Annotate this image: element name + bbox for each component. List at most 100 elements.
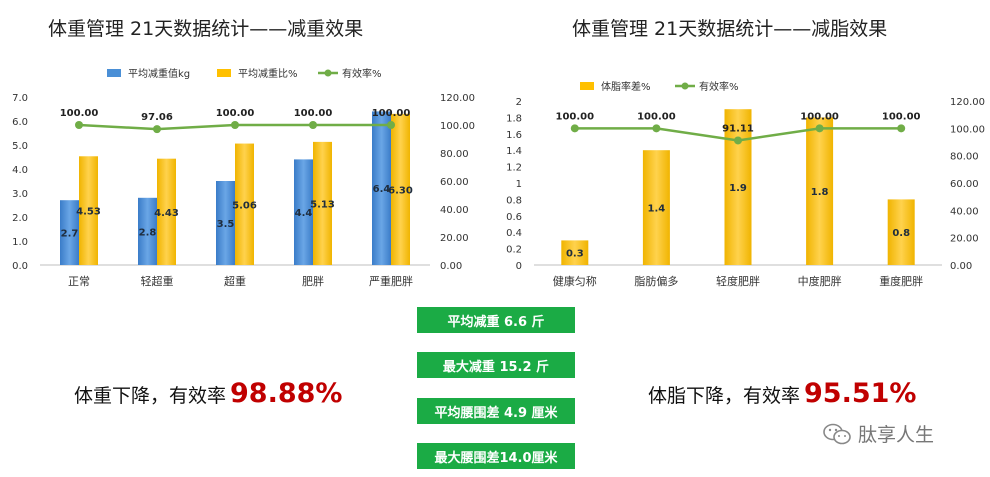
left-bar-s1-4 <box>391 113 410 265</box>
right-legend-marker-1 <box>681 82 689 90</box>
left-line-label-3: 100.00 <box>294 108 333 119</box>
left-bar-label-s0-3: 4.4 <box>295 208 313 219</box>
right-y-left-tick-8: 1.6 <box>506 130 522 141</box>
right-y-right-tick-6: 120.00 <box>950 97 985 108</box>
right-legend-label-0: 体脂率差% <box>601 80 651 93</box>
left-y-left-tick-5: 5.0 <box>12 141 28 152</box>
right-y-left-tick-0: 0 <box>516 261 522 272</box>
right-bar-label-s0-2: 1.9 <box>729 183 747 194</box>
left-bar-label-s1-1: 4.43 <box>154 208 179 219</box>
watermark-text: 肽享人生 <box>858 424 935 446</box>
left-bar-s0-1 <box>138 197 157 265</box>
left-bar-s0-3 <box>294 159 313 265</box>
right-line-label-3: 100.00 <box>800 111 839 122</box>
right-y-left-tick-1: 0.2 <box>506 245 522 256</box>
right-category-label-1: 脂肪偏多 <box>634 274 678 288</box>
left-category-label-2: 超重 <box>224 274 246 288</box>
right-bar-label-s0-4: 0.8 <box>892 228 910 239</box>
right-bar-label-s0-1: 1.4 <box>648 204 666 215</box>
left-line-label-0: 100.00 <box>60 108 99 119</box>
left-category-label-4: 严重肥胖 <box>369 274 413 288</box>
left-line-point-3 <box>309 121 317 129</box>
weight-effectiveness-label: 体重下降，有效率 <box>74 385 227 407</box>
left-bar-label-s0-0: 2.7 <box>61 229 79 240</box>
charts-canvas: 平均减重值kg 平均减重比% 有效率% 0.0 1.0 2.0 3.0 4.0 5.0 6.0 7.… <box>12 67 985 288</box>
left-line-label-1: 97.06 <box>141 112 173 123</box>
left-y-right-tick-2: 40.00 <box>440 205 469 216</box>
right-legend-label-1: 有效率% <box>699 80 739 93</box>
left-bar-s1-3 <box>313 141 332 265</box>
right-y-left-tick-9: 1.8 <box>506 113 522 124</box>
left-legend-swatch-1 <box>217 69 231 77</box>
left-bar-s0-2 <box>216 181 235 265</box>
left-line-point-2 <box>231 121 239 129</box>
left-line-point-4 <box>387 121 395 129</box>
left-category-label-1: 轻超重 <box>141 274 174 288</box>
right-y-left-tick-10: 2 <box>516 97 522 108</box>
right-bar-label-s0-0: 0.3 <box>566 249 584 260</box>
right-y-right-tick-2: 40.00 <box>950 206 979 217</box>
right-bar-label-s0-3: 1.8 <box>811 187 829 198</box>
right-legend-swatch-0 <box>580 82 594 90</box>
right-line-point-2 <box>734 136 742 145</box>
right-bar-s0-1 <box>642 150 670 265</box>
left-y-right-tick-5: 100.00 <box>440 121 475 132</box>
left-chart-title: 体重管理 21天数据统计——减重效果 <box>48 18 364 40</box>
right-category-label-4: 重度肥胖 <box>879 274 923 288</box>
watermark: 肽享人生 <box>822 420 934 447</box>
left-y-right-tick-0: 0.00 <box>440 261 462 272</box>
left-category-label-0: 正常 <box>68 275 90 288</box>
stat-max-weight-loss: 最大减重 15.2 斤 <box>417 352 575 378</box>
wechat-icon <box>823 423 851 444</box>
left-bar-label-s1-4: 6.30 <box>388 185 413 196</box>
right-y-left-tick-2: 0.4 <box>506 228 522 239</box>
left-legend-label-1: 平均减重比% <box>238 67 298 80</box>
left-legend-label-0: 平均减重值kg <box>128 67 190 80</box>
right-y-right-tick-0: 0.00 <box>950 261 972 272</box>
stat-avg-waist-diff: 平均腰围差 4.9 厘米 <box>417 398 575 424</box>
right-y-right-tick-4: 80.00 <box>950 152 979 163</box>
left-bar-s1-1 <box>157 158 176 265</box>
left-bar-s1-0 <box>79 156 98 265</box>
left-line-point-1 <box>153 125 161 134</box>
left-y-left-tick-2: 2.0 <box>12 213 28 224</box>
right-y-right-tick-3: 60.00 <box>950 179 979 190</box>
left-bar-label-s0-2: 3.5 <box>217 219 235 230</box>
stat-avg-weight-loss: 平均减重 6.6 斤 <box>417 307 575 333</box>
left-y-right-tick-6: 120.00 <box>440 93 475 104</box>
left-y-left-tick-6: 6.0 <box>12 117 28 128</box>
right-y-left-tick-7: 1.4 <box>506 146 522 157</box>
right-category-label-0: 健康匀称 <box>553 274 597 288</box>
left-legend-label-2: 有效率% <box>342 67 382 80</box>
right-line-label-0: 100.00 <box>556 111 595 122</box>
left-bar-label-s1-0: 4.53 <box>76 207 101 218</box>
right-y-left-tick-4: 0.8 <box>506 195 522 206</box>
left-bar-label-s1-2: 5.06 <box>232 200 257 211</box>
left-y-left-tick-7: 7.0 <box>12 93 28 104</box>
fat-effectiveness-label: 体脂下降，有效率 <box>648 385 801 407</box>
right-bar-s0-3 <box>806 117 834 266</box>
right-line-point-3 <box>815 124 824 133</box>
right-line-label-4: 100.00 <box>882 111 921 122</box>
left-y-right-tick-1: 20.00 <box>440 233 469 244</box>
left-bar-s0-4 <box>372 111 391 266</box>
left-y-left-tick-4: 4.0 <box>12 165 28 176</box>
right-chart-title: 体重管理 21天数据统计——减脂效果 <box>572 18 888 40</box>
right-category-label-2: 轻度肥胖 <box>716 274 760 288</box>
left-category-label-3: 肥胖 <box>302 275 324 288</box>
right-y-left-tick-3: 0.6 <box>506 212 522 223</box>
right-bar-s0-0 <box>561 240 589 265</box>
left-y-left-tick-0: 0.0 <box>12 261 28 272</box>
left-line-point-0 <box>75 121 83 129</box>
left-line-label-2: 100.00 <box>216 108 255 119</box>
left-y-left-tick-1: 1.0 <box>12 237 28 248</box>
right-y-left-tick-6: 1.2 <box>506 163 522 174</box>
left-line-label-4: 100.00 <box>372 108 411 119</box>
right-bar-s0-2 <box>724 109 752 265</box>
right-line-point-0 <box>570 124 579 133</box>
left-bar-label-s0-1: 2.8 <box>139 227 157 238</box>
left-y-right-tick-4: 80.00 <box>440 149 469 160</box>
fat-effectiveness-value: 95.51% <box>804 378 917 409</box>
left-y-left-tick-3: 3.0 <box>12 189 28 200</box>
right-line-label-2: 91.11 <box>722 123 754 134</box>
